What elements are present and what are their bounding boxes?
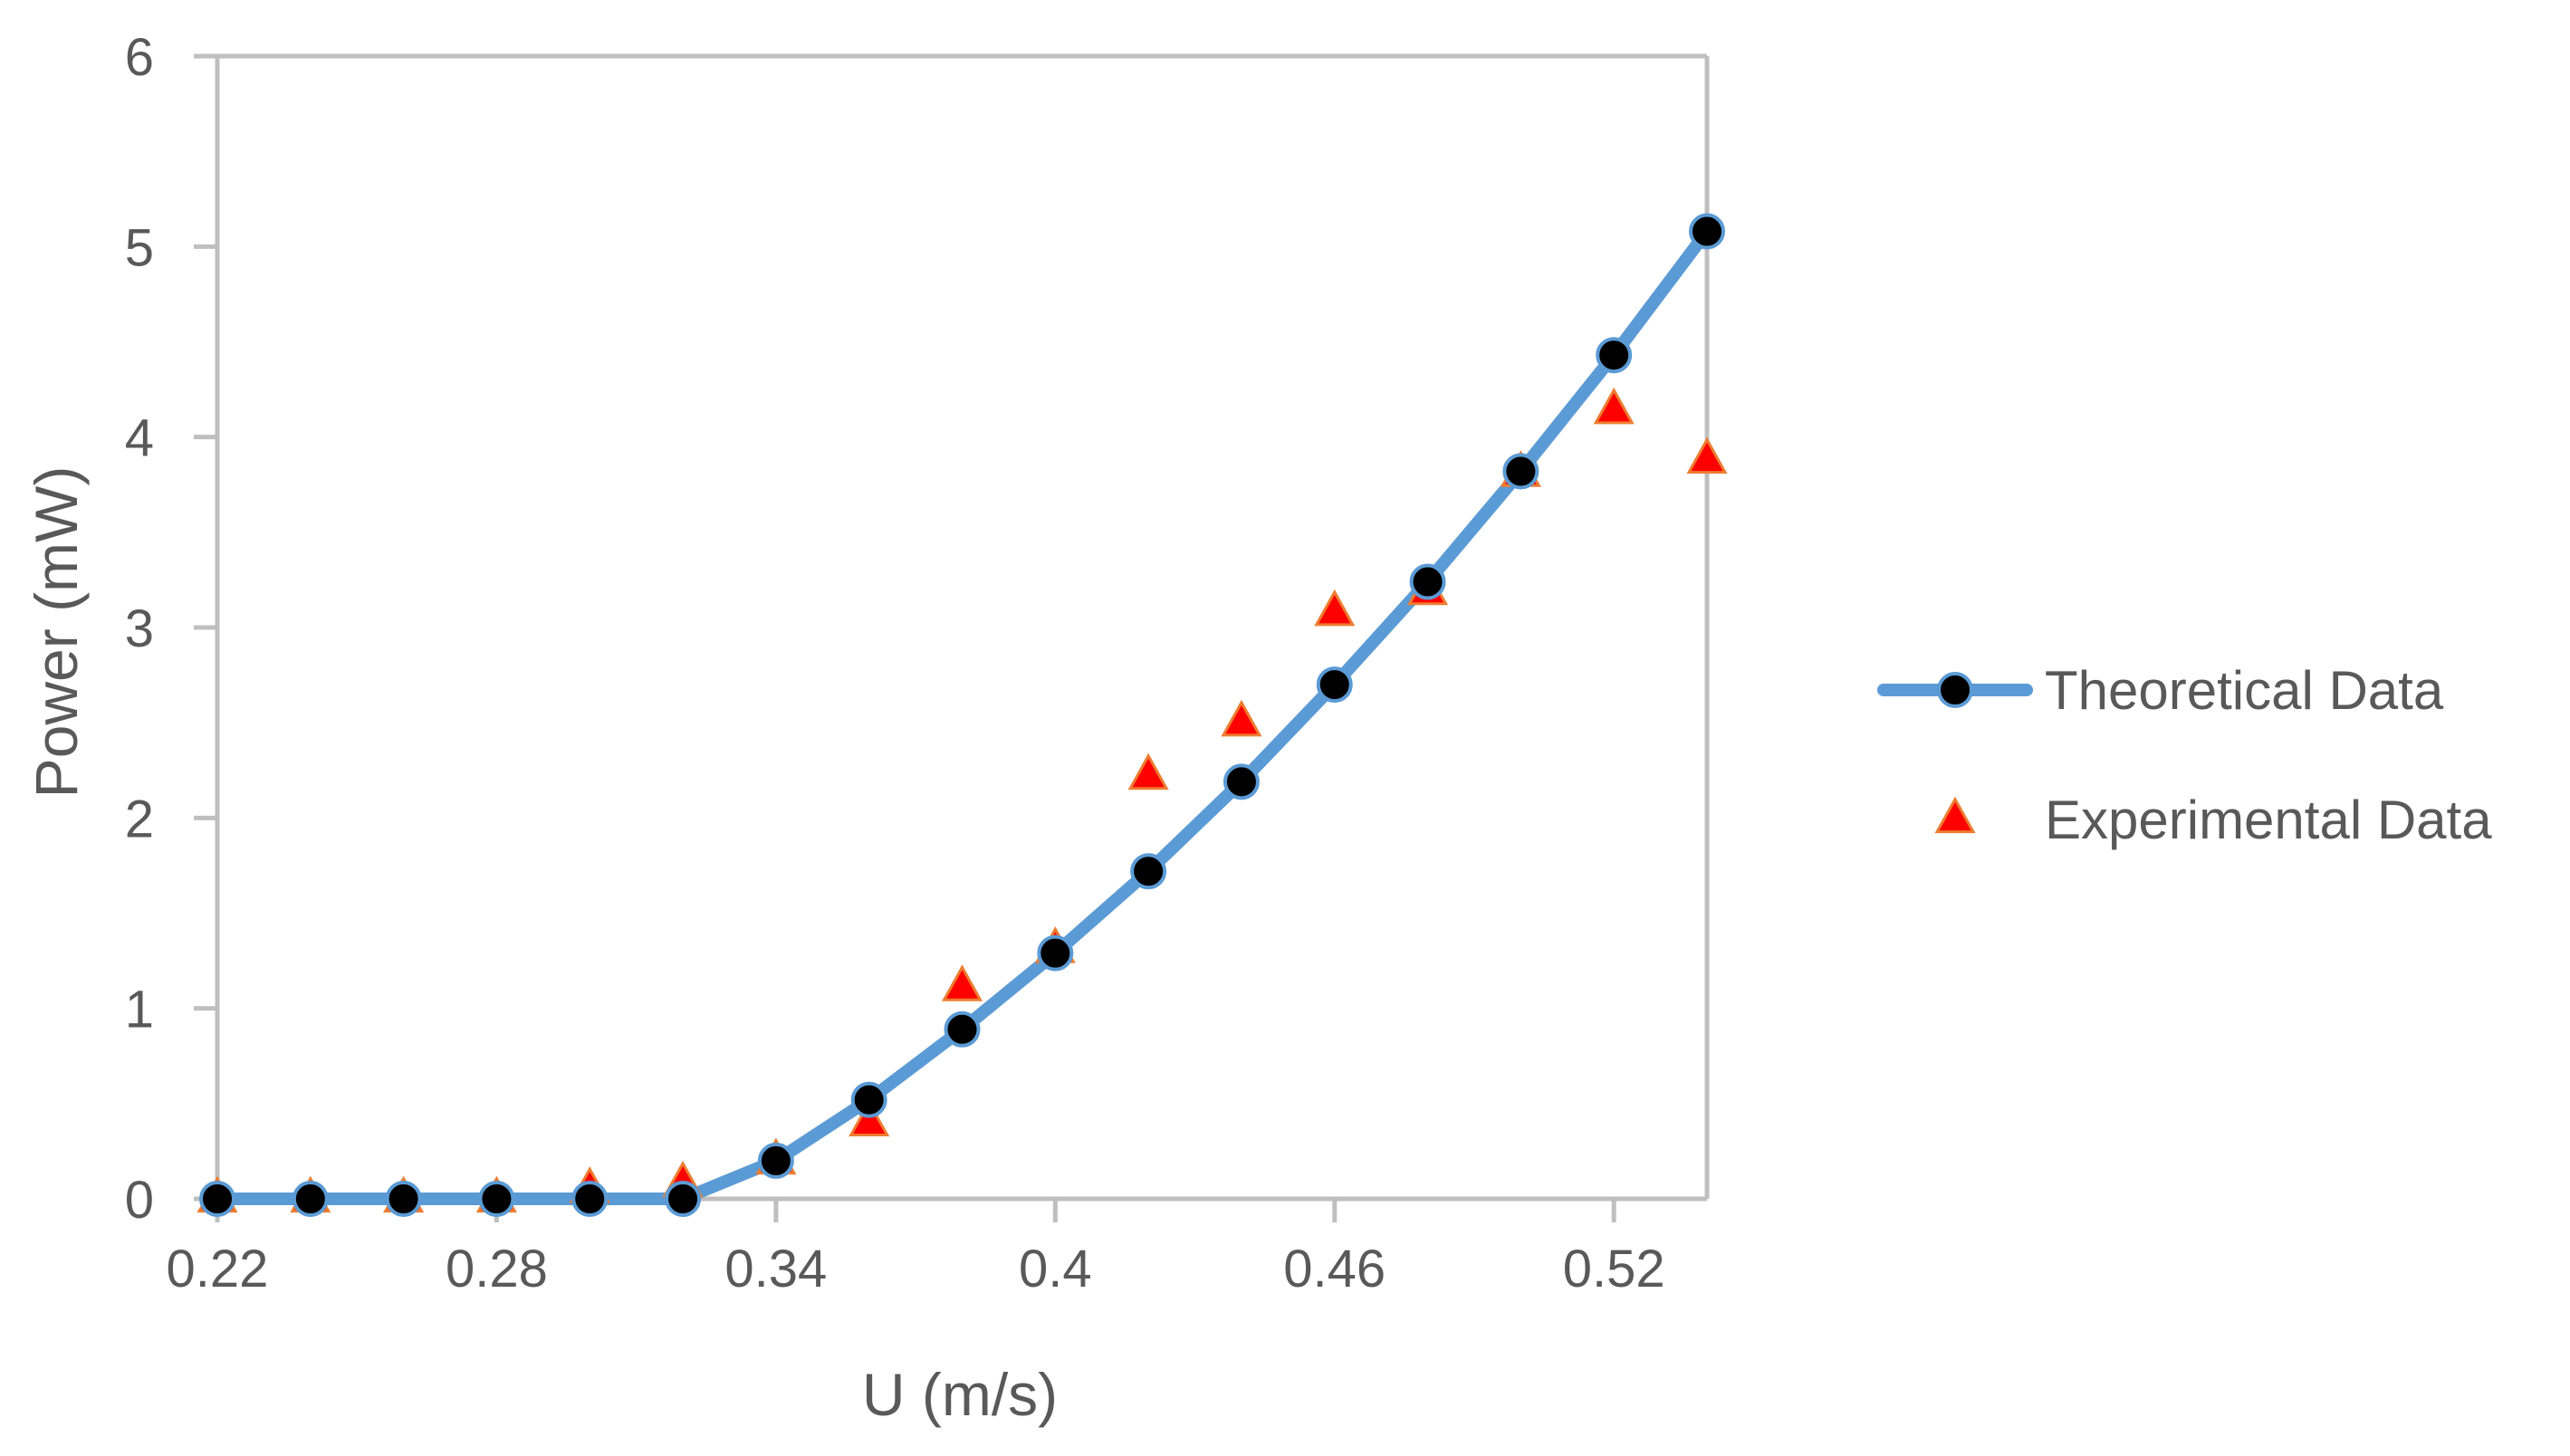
x-tick-label: 0.22 [167,1240,269,1298]
theoretical-data-point [292,1181,329,1217]
experimental-data-point [1314,589,1356,627]
x-axis-title: U (m/s) [862,1361,1058,1428]
y-tick-label: 4 [125,409,154,468]
theoretical-data-point [944,1011,981,1048]
theoretical-data-point [1502,453,1539,490]
theoretical-data-point [385,1181,422,1217]
experimental-data-point [1221,699,1262,737]
experimental-data-point [1127,752,1169,790]
legend-experimental-label: Experimental Data [2045,790,2492,850]
theoretical-data-point [199,1181,235,1217]
experimental-data-point [849,1099,890,1137]
axes: 0.22 0.28 0.34 0.4 0.46 0.52 0 1 2 3 4 5 6 [125,28,1710,1298]
legend-theoretical-label: Theoretical Data [2045,660,2444,721]
y-tick-label: 2 [125,790,154,848]
y-tick-label: 3 [125,599,154,658]
theoretical-data-point [665,1181,702,1217]
legend: Theoretical Data Experimental Data [1877,660,2492,850]
y-tick-label: 0 [125,1171,154,1230]
experimental-data-point [1593,387,1635,425]
x-tick-label: 0.34 [724,1240,827,1298]
theoretical-data-point [1596,337,1633,374]
y-axis-title: Power (mW) [23,466,90,799]
theoretical-data-point [478,1181,515,1217]
theoretical-data-point [1130,853,1167,890]
theoretical-data-point [757,1142,794,1179]
x-tick-label: 0.52 [1563,1240,1665,1298]
y-tick-label: 5 [125,218,154,277]
legend-experimental-marker [1934,796,1976,834]
theoretical-data-point [1689,213,1725,250]
theoretical-data-point [1316,666,1353,704]
experimental-data-point [941,964,983,1001]
x-tick-label: 0.46 [1283,1240,1386,1298]
y-tick-label: 6 [125,28,154,87]
theoretical-data-point [1037,934,1074,972]
legend-theoretical-marker [1937,672,1973,708]
theoretical-data-point [1409,563,1446,600]
x-tick-label: 0.4 [1019,1240,1092,1298]
theoretical-data-point [1223,763,1260,800]
theoretical-data-point [850,1081,887,1118]
y-tick-label: 1 [125,981,154,1039]
series [197,213,1728,1217]
experimental-data-point [1686,436,1728,474]
theoretical-data-point [571,1181,609,1217]
x-tick-label: 0.28 [446,1240,548,1298]
